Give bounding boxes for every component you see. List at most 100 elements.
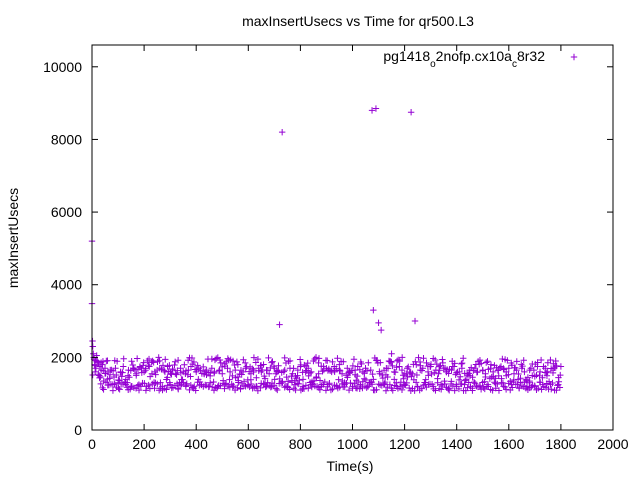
data-point [453,383,460,390]
legend-label: pg1418o2nofp.cx10ac8r32 [383,48,545,70]
data-point [553,386,560,394]
data-point [172,370,179,377]
data-point [409,370,416,377]
data-point [346,368,354,376]
data-point [113,358,121,365]
data-point [398,386,406,394]
data-point [526,366,533,374]
data-point [213,355,220,362]
data-point [393,379,400,386]
data-point [160,367,168,374]
data-point [389,362,396,370]
data-point [187,373,194,380]
data-point [164,363,171,370]
data-point [466,366,473,374]
data-point [181,361,188,368]
data-point [393,364,400,371]
x-tick-label: 800 [289,436,313,452]
data-point [331,363,338,370]
data-point [145,361,152,369]
data-point [377,359,384,366]
data-point [508,381,515,388]
data-point [552,357,559,365]
y-axis-label: maxInsertUsecs [5,188,21,288]
data-point [271,376,278,383]
x-tick-label: 1000 [337,436,368,452]
data-point [198,381,205,388]
data-point [182,383,189,390]
data-point [386,381,394,388]
data-point [207,369,214,376]
data-point [350,355,358,363]
data-point [234,361,242,368]
data-point [500,383,507,390]
data-point [195,365,203,372]
data-point [570,53,578,61]
data-point [305,385,312,392]
data-point [427,363,434,370]
data-point [471,380,479,387]
data-point [253,374,260,381]
data-point [537,356,545,364]
data-point [305,365,312,372]
data-point [413,361,420,368]
data-point [365,359,372,366]
data-point [188,354,196,362]
data-point [404,365,411,372]
data-point [414,383,421,390]
data-point [229,357,237,365]
data-point [213,385,221,392]
data-point [250,366,257,374]
data-point [174,357,182,364]
data-point [138,365,145,372]
data-point [461,377,469,384]
data-point [173,371,180,378]
data-point [380,381,387,388]
data-point [406,384,413,392]
data-point [415,354,422,361]
data-point [125,366,132,374]
data-point [254,355,262,363]
x-tick-label: 1400 [441,436,472,452]
data-point [547,381,554,388]
data-point [336,361,343,368]
series-points [88,105,565,394]
data-point [179,376,186,383]
data-point [453,369,460,377]
data-point [557,371,564,379]
data-point [372,105,380,112]
data-point [390,368,398,376]
data-point [133,370,140,377]
data-point [260,381,268,388]
data-point [502,368,510,376]
plot-area [88,105,565,394]
data-point [450,363,458,370]
data-point [306,369,314,377]
data-point [338,370,346,377]
data-point [315,355,323,362]
data-point [302,368,309,376]
x-tick-label: 1200 [389,436,420,452]
data-point [362,376,370,384]
data-point [509,384,516,391]
data-point [428,370,435,378]
data-point [239,368,247,376]
data-point [469,385,476,392]
data-point [354,372,361,380]
data-point [269,358,276,365]
data-point [103,357,110,365]
data-point [278,128,286,136]
data-point [169,366,176,374]
data-point [423,359,430,367]
data-point [393,383,400,390]
data-point [100,377,107,385]
data-point [286,365,294,372]
y-tick-label: 8000 [51,131,82,147]
data-point [193,368,200,376]
data-point [221,381,229,388]
data-point [316,386,324,393]
data-point [510,370,518,377]
data-point [226,368,234,376]
data-point [179,368,187,376]
data-point [116,386,123,393]
